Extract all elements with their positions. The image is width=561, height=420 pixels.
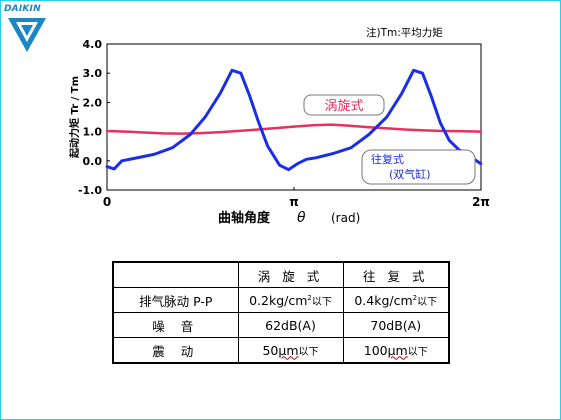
average-torque-note: 注)Tm:平均力矩 [366, 27, 443, 39]
recip-label-sub: (双气缸) [389, 167, 431, 181]
row-label: 噪 音 [112, 312, 239, 338]
scroll-label: 涡旋式 [324, 99, 363, 114]
recip-label-box [361, 149, 476, 185]
y-tick-label: 2.0 [83, 96, 103, 109]
noise-recip: 70dB(A) [342, 312, 450, 338]
pulsation-scroll: 0.2kg/cm2以下 [237, 287, 344, 313]
row-label: 排气脉动 P-P [112, 287, 239, 313]
torque-chart: 4.0 3.0 2.0 1.0 0.0 -1.0 0 π 2π 起动力矩 Tr / Tm 曲轴… [68, 38, 490, 226]
x-tick-label: π [289, 195, 299, 209]
table-header-row: 涡 旋 式 往 复 式 [112, 261, 450, 288]
y-tick-label: -1.0 [78, 184, 102, 197]
table-row-noise: 噪 音 62dB(A) 70dB(A) [112, 312, 450, 338]
pulsation-recip: 0.4kg/cm2以下 [342, 287, 450, 313]
y-tick-label: 0.0 [83, 155, 103, 168]
scroll-label-box [303, 94, 385, 116]
x-axis-unit: (rad) [331, 211, 360, 225]
vibration-recip: 100μm以下 [342, 337, 450, 364]
x-tick-label: 0 [103, 195, 111, 209]
y-axis-label: 起动力矩 Tr / Tm [68, 76, 81, 159]
y-tick-label: 3.0 [83, 67, 103, 80]
vibration-scroll: 50μm以下 [237, 337, 344, 364]
scroll-series-line [105, 123, 483, 135]
comparison-table: 涡 旋 式 往 复 式 排气脉动 P-P 0.2kg/cm2以下 0.4kg/c… [112, 261, 450, 364]
daikin-logo: DAIKIN [4, 4, 48, 54]
table-row-vibration: 震 动 50μm以下 100μm以下 [112, 337, 450, 364]
y-tick-label: 1.0 [83, 126, 103, 139]
row-label: 震 动 [112, 337, 239, 364]
x-axis-theta: θ [297, 210, 306, 226]
noise-scroll: 62dB(A) [237, 312, 344, 338]
table-header-empty [112, 261, 239, 288]
x-tick-label: 2π [472, 195, 490, 209]
logo-text: DAIKIN [4, 4, 41, 14]
recip-series-line [105, 68, 483, 172]
daikin-triangle-icon [8, 18, 46, 52]
x-axis-label: 曲轴角度 [218, 210, 271, 226]
table-header-scroll: 涡 旋 式 [237, 261, 344, 288]
recip-label: 往复式 [371, 152, 404, 166]
table-header-recip: 往 复 式 [342, 261, 450, 288]
table-row-pulsation: 排气脉动 P-P 0.2kg/cm2以下 0.4kg/cm2以下 [112, 287, 450, 313]
y-tick-label: 4.0 [83, 38, 103, 51]
